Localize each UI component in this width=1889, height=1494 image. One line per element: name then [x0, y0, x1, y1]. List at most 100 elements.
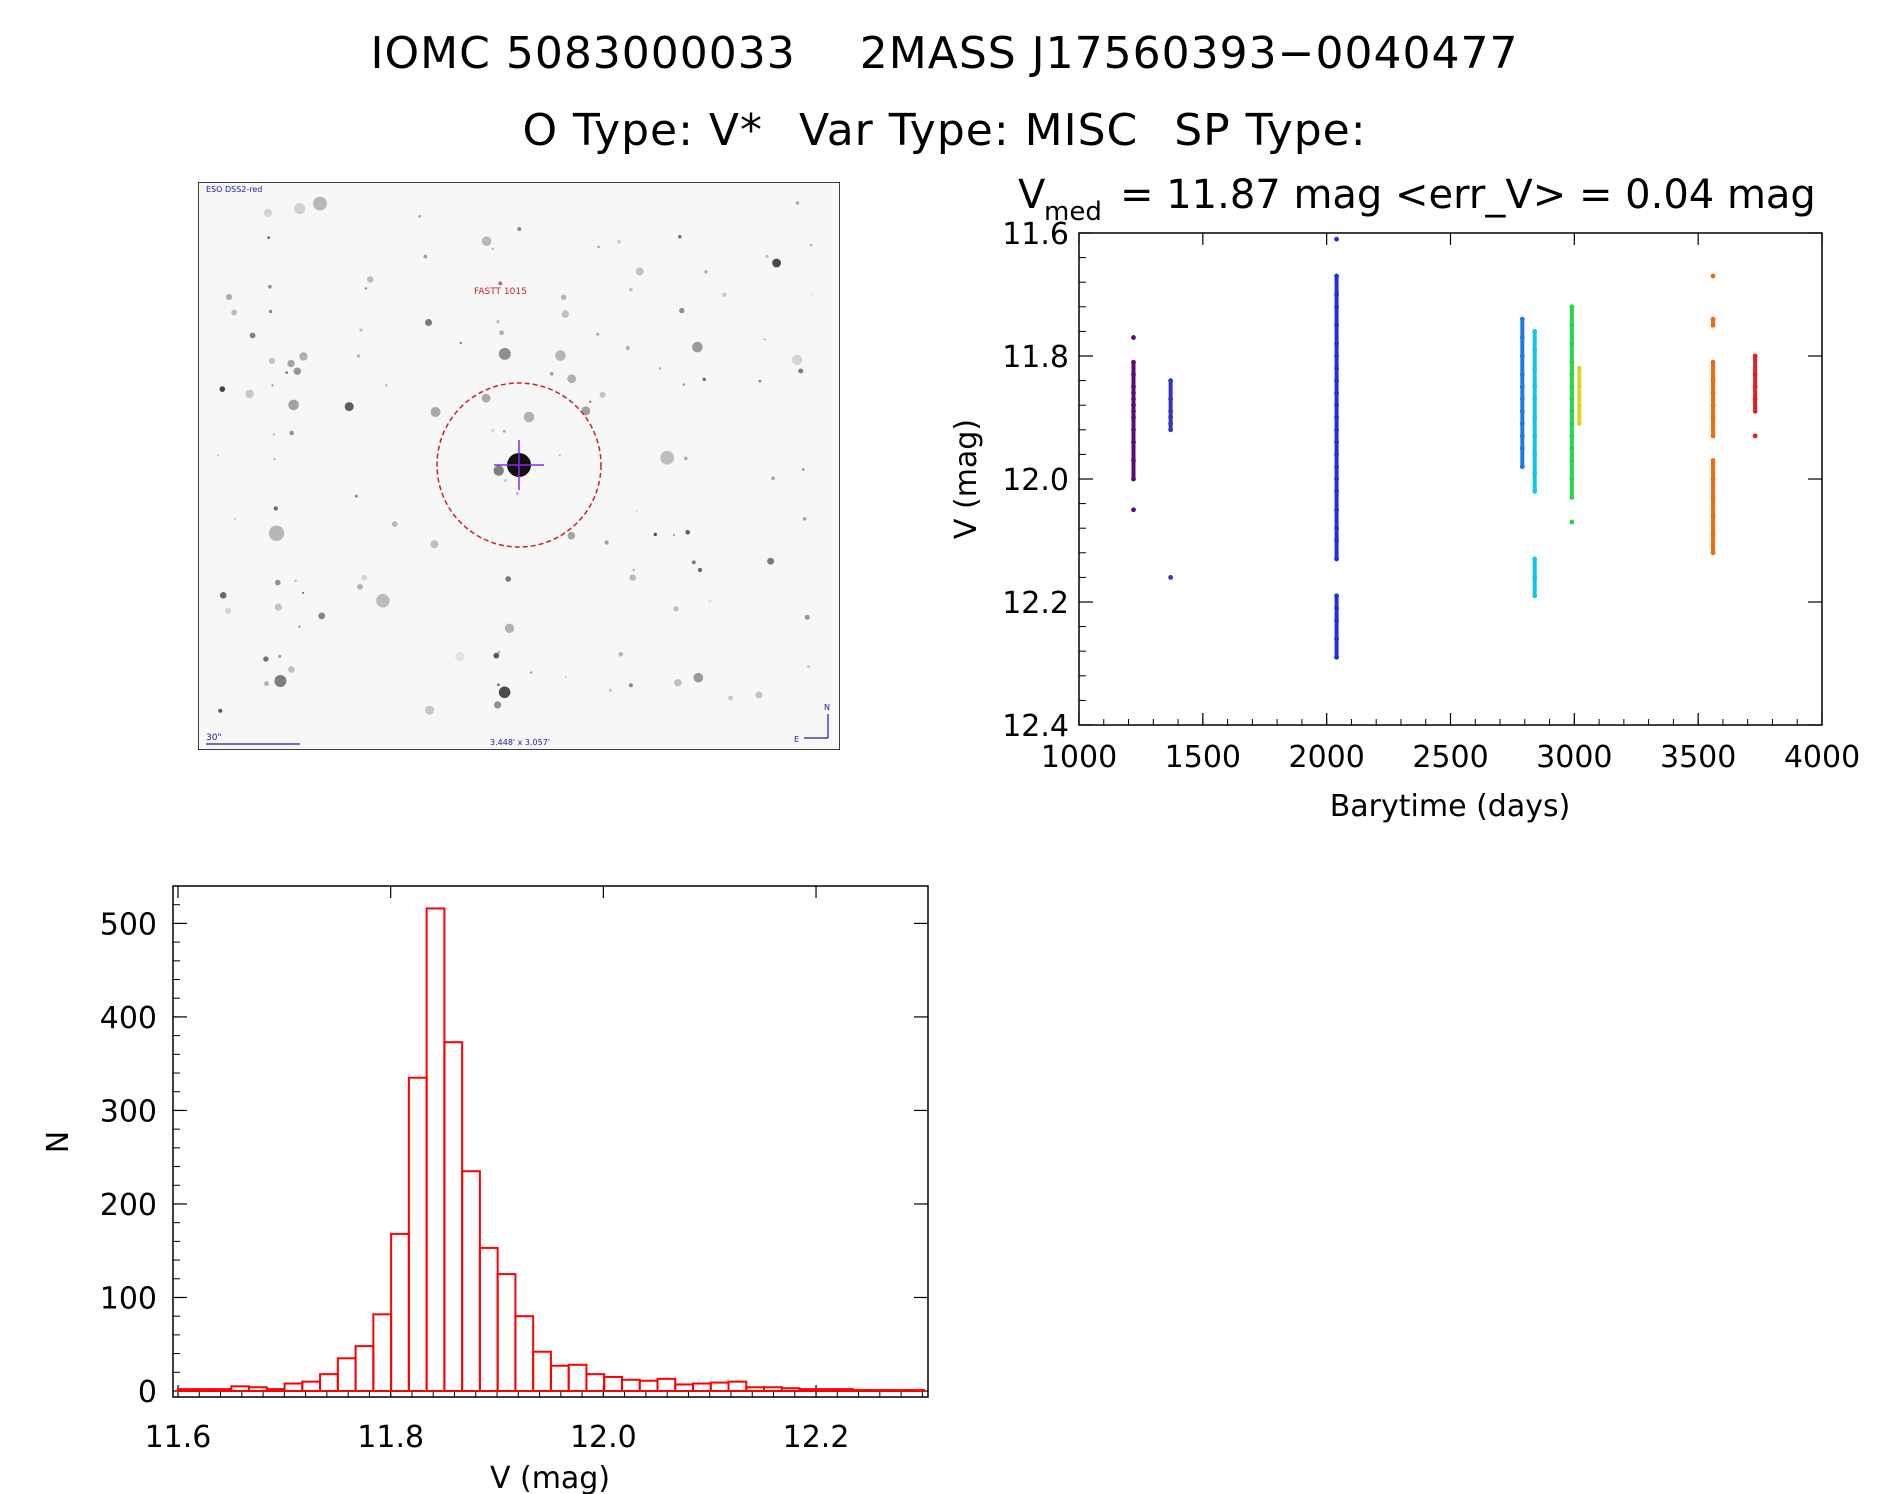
hist-bar: [585, 1373, 606, 1392]
hist-x-tick-label: 11.6: [145, 1420, 212, 1455]
star: [302, 591, 305, 594]
lc-data-point: [1532, 365, 1538, 371]
hist-bar: [656, 1377, 677, 1393]
hist-bar: [745, 1386, 766, 1393]
star: [497, 683, 500, 686]
lc-data-point: [1532, 347, 1538, 353]
star: [505, 576, 512, 582]
lc-data-point: [1131, 359, 1136, 365]
compass-icon: [804, 714, 829, 739]
star: [504, 479, 507, 482]
lc-data-point: [1532, 396, 1538, 402]
star: [356, 354, 361, 358]
star: [581, 406, 591, 416]
star: [728, 695, 733, 701]
hist-bar: [691, 1382, 712, 1393]
lc-data-point: [1131, 402, 1136, 408]
object-type: O Type: V*: [522, 105, 764, 156]
lc-data-point: [1334, 439, 1339, 445]
star: [660, 450, 675, 465]
star: [653, 532, 657, 537]
star: [755, 691, 763, 699]
star: [672, 533, 675, 537]
lc-data-point: [1752, 396, 1758, 402]
hist-bar: [230, 1385, 251, 1393]
lc-data-point: [1569, 341, 1575, 347]
hist-bars: [177, 907, 925, 1393]
lc-data-point: [1519, 335, 1525, 340]
lc-data-point: [1710, 433, 1716, 439]
lc-data-point: [1532, 593, 1538, 599]
lc-data-point: [1569, 304, 1575, 310]
lc-x-tick-label: 2500: [1412, 740, 1488, 775]
lc-data-point: [1532, 384, 1538, 390]
lc-data-point: [1519, 316, 1525, 322]
star: [459, 341, 462, 344]
lc-data-point: [1710, 316, 1716, 322]
star: [516, 492, 519, 495]
star: [233, 517, 237, 520]
star: [496, 319, 500, 324]
lc-data-point: [1131, 415, 1136, 420]
star: [425, 705, 435, 715]
lc-x-tick-label: 3500: [1660, 740, 1736, 775]
lc-data-point: [1532, 452, 1538, 457]
hist-x-axis-label: V (mag): [490, 1461, 610, 1494]
lc-data-point: [1576, 402, 1582, 408]
star: [629, 288, 633, 292]
hist-bar: [816, 1388, 837, 1393]
star: [809, 243, 813, 247]
lc-data-point: [1334, 415, 1339, 420]
lc-data-point: [1334, 507, 1339, 513]
lc-y-tick-label: 12.0: [1002, 463, 1069, 498]
lc-x-axis-label: Barytime (days): [1330, 789, 1571, 824]
star: [271, 384, 274, 387]
lc-data-point: [1168, 378, 1174, 383]
lc-data-point: [1710, 378, 1716, 383]
star: [361, 574, 368, 581]
star: [217, 454, 220, 457]
lc-data-point: [1710, 495, 1716, 500]
star: [499, 330, 504, 336]
star: [494, 701, 502, 709]
lc-data-point: [1710, 513, 1716, 519]
east-label: E: [794, 735, 799, 744]
hist-bar: [798, 1388, 819, 1393]
lc-data-point: [1569, 408, 1575, 414]
target-aperture-circle: [436, 382, 602, 548]
lc-data-point: [1710, 415, 1716, 420]
histogram-chart: 11.6 11.8 12.0 12.2 0 100 200 300 400 500 V (mag)…: [41, 885, 929, 1494]
star: [596, 332, 600, 336]
star: [765, 254, 769, 259]
star: [811, 293, 814, 296]
hist-bar: [443, 1041, 464, 1392]
star: [293, 367, 301, 375]
star: [561, 310, 569, 318]
hist-bar: [194, 1388, 215, 1393]
star: [267, 236, 270, 239]
star: [274, 675, 287, 687]
star: [523, 411, 535, 423]
star: [697, 567, 703, 573]
lc-data-point: [1334, 538, 1339, 543]
hist-bar: [727, 1380, 748, 1393]
lc-data-point: [1334, 402, 1339, 408]
star: [289, 430, 294, 436]
lc-data-point: [1752, 433, 1758, 439]
lc-data-point: [1532, 488, 1538, 494]
lc-data-point: [1569, 495, 1575, 500]
star: [795, 201, 800, 205]
lc-data-point: [1131, 372, 1136, 377]
star: [618, 651, 624, 657]
star: [285, 371, 288, 374]
lc-data-point: [1131, 384, 1136, 390]
star: [497, 650, 501, 654]
hist-bar: [461, 1170, 481, 1392]
lc-data-point: [1710, 402, 1716, 408]
lc-title-rest: = 11.87 mag <err_V> = 0.04 mag: [1120, 172, 1816, 218]
star: [493, 465, 504, 476]
star: [274, 603, 282, 611]
star: [287, 359, 295, 368]
hist-bar: [638, 1379, 659, 1393]
hist-x-tick-label: 12.2: [783, 1420, 850, 1455]
